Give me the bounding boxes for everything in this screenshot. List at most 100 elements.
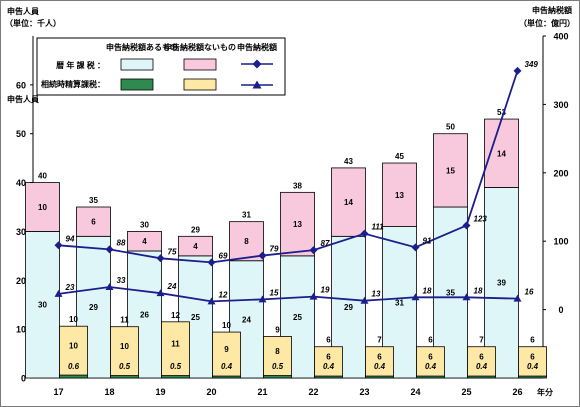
bar-total-label: 50 bbox=[446, 123, 455, 132]
x-tick-label: 24 bbox=[410, 387, 420, 397]
right-tick-label: 0 bbox=[558, 305, 563, 315]
bar-data-label: 31 bbox=[395, 298, 404, 307]
line-data-label: 18 bbox=[423, 286, 432, 295]
bar-data-label: 0.4 bbox=[221, 362, 233, 371]
right-tick-label: 200 bbox=[553, 168, 568, 178]
right-tick-label: 100 bbox=[553, 237, 568, 247]
left-axis-side-title: 申告人員 bbox=[7, 94, 39, 104]
bar-data-label: 25 bbox=[293, 313, 302, 322]
legend-col3-label: 申告納税額 bbox=[237, 42, 277, 52]
bar-segment bbox=[467, 346, 496, 377]
right-tick-label: 400 bbox=[553, 32, 568, 42]
bar-data-label: 4 bbox=[142, 237, 147, 246]
bar-segment bbox=[229, 221, 264, 262]
bar-data-label: 26 bbox=[140, 310, 149, 319]
bar-total-label: 30 bbox=[140, 220, 149, 229]
line-data-label: 33 bbox=[117, 276, 126, 285]
triangle-marker bbox=[105, 283, 114, 291]
bar-data-label: 13 bbox=[395, 191, 404, 200]
triangle-marker bbox=[207, 297, 216, 305]
bar-data-label: 10 bbox=[38, 203, 47, 212]
bar-data-label: 8 bbox=[275, 347, 280, 356]
triangle-marker bbox=[156, 289, 165, 297]
left-axis-unit: （単位：千人） bbox=[5, 18, 61, 28]
bar-data-label: 0.4 bbox=[425, 362, 437, 371]
bar-total-label: 6 bbox=[428, 336, 433, 345]
triangle-marker bbox=[360, 296, 369, 304]
line-data-label: 19 bbox=[321, 286, 330, 295]
x-tick-label: 25 bbox=[461, 387, 471, 397]
line-data-label: 75 bbox=[168, 247, 177, 256]
x-tick-label: 18 bbox=[104, 387, 114, 397]
bar-data-label: 0.5 bbox=[170, 362, 182, 371]
bar-data-label: 10 bbox=[120, 342, 129, 351]
bar-data-label: 15 bbox=[446, 166, 455, 175]
line-data-label: 12 bbox=[219, 290, 228, 299]
line-data-label: 88 bbox=[117, 238, 126, 247]
line-data-label: 24 bbox=[167, 282, 177, 291]
diamond-marker bbox=[360, 229, 369, 238]
bar-segment bbox=[365, 346, 394, 377]
bar-segment bbox=[518, 346, 547, 377]
triangle-marker bbox=[462, 293, 471, 301]
bar-total-label: 11 bbox=[120, 316, 129, 325]
bar-total-label: 10 bbox=[222, 321, 231, 330]
bar-data-label: 14 bbox=[497, 149, 506, 158]
diamond-marker bbox=[513, 66, 522, 75]
triangle-marker bbox=[309, 292, 318, 300]
x-tick-label: 26 bbox=[512, 387, 522, 397]
bar-total-label: 35 bbox=[89, 196, 98, 205]
legend-swatch-calendar-without-tax bbox=[183, 58, 217, 71]
diamond-marker bbox=[258, 251, 267, 260]
bar-data-label: 8 bbox=[244, 237, 249, 246]
bar-data-label: 29 bbox=[344, 303, 353, 312]
line-data-label: 91 bbox=[423, 236, 432, 245]
line-data-label: 18 bbox=[474, 286, 483, 295]
triangle-marker bbox=[513, 294, 522, 302]
legend-swatch-settlement-without-tax bbox=[183, 78, 217, 91]
bar-data-label: 6 bbox=[91, 218, 96, 227]
bar-segment bbox=[59, 325, 88, 376]
x-tick-label: 20 bbox=[206, 387, 216, 397]
bar-total-label: 45 bbox=[395, 152, 404, 161]
legend-row2-label: 相続時精算課税： bbox=[41, 79, 105, 89]
bar-total-label: 9 bbox=[275, 325, 280, 334]
bar-segment bbox=[212, 331, 241, 377]
line-layer: 94 88 75 69 79 87 111 91 123 349 23 33 24 12 15 19 13 18 1… bbox=[54, 60, 539, 305]
line-data-label: 13 bbox=[372, 290, 381, 299]
bar-data-label: 0.4 bbox=[323, 362, 335, 371]
line-data-label: 94 bbox=[66, 234, 75, 243]
bar-data-label: 0.4 bbox=[374, 362, 386, 371]
line-data-label: 349 bbox=[525, 60, 539, 69]
line-data-label: 15 bbox=[270, 288, 279, 297]
bar-data-label: 6 bbox=[326, 352, 331, 361]
x-axis-unit: 年分 bbox=[537, 387, 553, 397]
legend-swatch-settlement-with-tax bbox=[120, 78, 154, 91]
bar-segment bbox=[25, 182, 60, 232]
bar-total-label: 6 bbox=[530, 336, 535, 345]
bar-data-label: 24 bbox=[242, 315, 251, 324]
triangle-marker bbox=[258, 295, 267, 303]
bar-data-label: 4 bbox=[193, 242, 198, 251]
legend-col2-label: 申告納税額ないもの bbox=[164, 42, 236, 52]
bar-segment bbox=[76, 206, 111, 237]
triangle-marker bbox=[411, 293, 420, 301]
right-axis-title: 申告納税額 bbox=[532, 5, 572, 15]
bar-data-label: 0.4 bbox=[476, 362, 488, 371]
bar-segment bbox=[280, 191, 315, 257]
bar-segment bbox=[110, 326, 139, 376]
series-line bbox=[58, 286, 518, 303]
line-data-label: 69 bbox=[219, 251, 228, 260]
legend-col1-label: 申告納税額あるもの bbox=[106, 42, 178, 52]
diamond-marker bbox=[207, 258, 216, 267]
bar-total-label: 31 bbox=[242, 211, 251, 220]
left-tick-label: 50 bbox=[16, 129, 26, 139]
bar-segment bbox=[161, 321, 190, 376]
left-tick-label: 60 bbox=[16, 80, 26, 90]
bar-data-label: 35 bbox=[446, 289, 455, 298]
bar-data-label: 30 bbox=[38, 301, 47, 310]
left-axis-title: 申告人員 bbox=[7, 6, 39, 16]
bar-segment bbox=[59, 374, 88, 379]
